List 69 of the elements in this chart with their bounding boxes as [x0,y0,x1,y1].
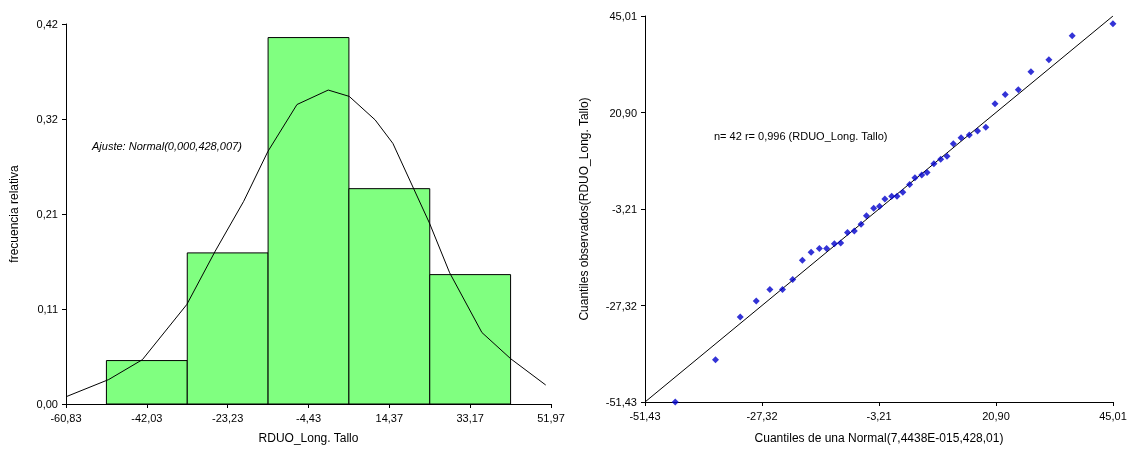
point [815,245,823,253]
point [671,398,679,406]
x-tick-label: -23,23 [212,411,244,424]
point [752,297,760,305]
point [893,192,901,200]
point [1109,20,1117,28]
y-axis-title: Cuantiles observados(RDUO_Long. Tallo) [577,97,591,321]
y-tick-label: -51,43 [605,396,637,408]
point [943,152,951,160]
x-tick-label: -3,21 [866,409,892,422]
point [982,123,990,131]
point [850,227,858,235]
x-tick-label: 51,97 [537,411,565,424]
x-tick-label: -4,43 [295,411,322,424]
y-axis-title: frecuencia relativa [7,164,21,263]
y-tick-label: 20,90 [609,106,637,119]
point [918,171,926,179]
point [862,212,870,220]
x-tick-label: -51,43 [629,409,661,422]
annotation: Ajuste: Normal(0,000,428,007) [91,139,243,152]
point [844,229,852,237]
x-tick-label: -60,83 [50,411,82,424]
point [789,275,797,283]
x-axis-title: Cuantiles de una Normal(7,4438E-015,428,01) [754,431,1004,445]
x-tick-label: -27,32 [746,409,778,422]
point [830,240,838,248]
point [823,245,831,253]
point [870,204,878,212]
y-tick-label: 0,42 [36,18,58,30]
point [876,202,884,210]
point [930,160,938,168]
point [807,248,815,256]
y-tick-label: -3,21 [611,203,637,215]
point [1045,56,1053,64]
point [798,256,806,264]
point [911,174,919,182]
y-tick-label: 0,11 [37,303,58,315]
point [712,356,720,364]
point [957,134,965,142]
point [974,127,982,135]
point [778,285,786,293]
point [837,239,845,247]
y-tick-label: 0,00 [36,398,58,410]
point [991,100,999,108]
x-tick-label: 20,90 [982,409,1010,422]
point [937,155,945,163]
x-tick-label: 14,37 [375,411,404,424]
point [906,181,914,189]
y-tick-label: 0,32 [36,113,58,125]
point [881,195,889,203]
x-axis-title: RDUO_Long. Tallo [258,431,359,445]
x-tick-label: -42,03 [131,411,163,424]
y-tick-label: -27,32 [605,299,637,312]
point [923,169,931,177]
point [899,188,907,196]
point [1001,90,1009,98]
point [736,313,744,321]
y-tick-label: 45,01 [609,10,637,22]
point [766,285,774,293]
x-tick-label: 45,01 [1099,409,1127,422]
point [857,220,865,228]
point [1027,68,1035,76]
point [965,131,973,139]
point [949,140,957,148]
point [1014,86,1022,94]
point [1068,32,1076,40]
annotation: n= 42 r= 0,996 (RDUO_Long. Tallo) [714,129,888,142]
y-tick-label: 0,21 [36,208,58,220]
x-tick-label: 33,17 [456,411,484,424]
